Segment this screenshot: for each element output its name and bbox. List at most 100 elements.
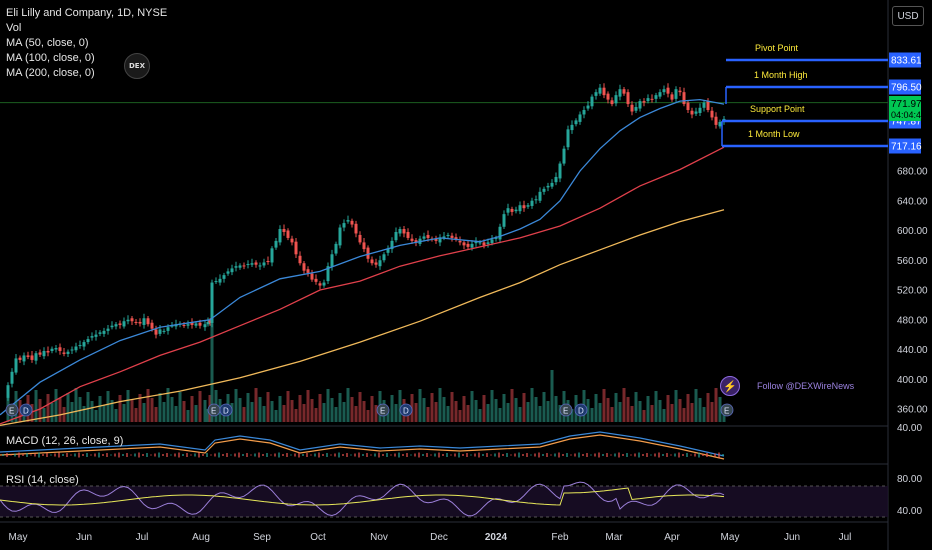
macd-histogram-bar — [206, 453, 208, 457]
volume-bar — [602, 389, 606, 422]
macd-histogram-bar — [714, 453, 716, 457]
candle-body — [698, 107, 702, 113]
level-price-tag — [889, 79, 921, 95]
candle-body — [22, 355, 26, 362]
marker-circle — [720, 403, 734, 417]
macd-histogram-bar — [442, 454, 444, 456]
volume-bar — [326, 389, 330, 422]
candle-body — [518, 205, 522, 212]
volume-bar — [346, 388, 350, 422]
macd-histogram-bar — [422, 454, 424, 456]
candle-body — [302, 263, 306, 271]
macd-histogram-bar — [478, 452, 480, 458]
macd-histogram-bar — [374, 453, 376, 457]
macd-histogram-bar — [114, 453, 116, 457]
macd-legend[interactable]: MACD (12, 26, close, 9) — [6, 435, 124, 447]
macd-histogram-bar — [522, 454, 524, 456]
indicator-ma50[interactable]: MA (50, close, 0) — [6, 37, 89, 49]
volume-bar — [138, 394, 142, 422]
macd-histogram-bar — [310, 454, 312, 456]
macd-histogram-bar — [322, 454, 324, 456]
macd-histogram-bar — [142, 454, 144, 456]
macd-histogram-bar — [198, 452, 200, 458]
candle-body — [310, 273, 314, 280]
candle-body — [498, 226, 502, 240]
macd-histogram-bar — [158, 452, 160, 458]
volume-bar — [330, 398, 334, 422]
candle-body — [414, 240, 418, 243]
macd-histogram-bar — [482, 454, 484, 456]
currency-button[interactable]: USD — [892, 6, 924, 26]
candle-body — [50, 348, 54, 351]
volume-bar — [422, 398, 426, 422]
candle-body — [98, 332, 102, 334]
lightning-icon[interactable]: ⚡ — [720, 376, 740, 396]
macd-histogram-bar — [542, 454, 544, 456]
macd-histogram-bar — [214, 453, 216, 457]
candle-body — [330, 254, 334, 267]
candle-body — [494, 237, 498, 239]
x-tick-label: Sep — [253, 532, 271, 543]
macd-histogram-bar — [6, 453, 8, 457]
candle-body — [666, 87, 670, 94]
candle-body — [82, 342, 86, 347]
macd-histogram-bar — [562, 454, 564, 456]
volume-bar — [418, 389, 422, 422]
candle-body — [338, 227, 342, 246]
macd-histogram-bar — [2, 454, 4, 456]
indicator-vol[interactable]: Vol — [6, 22, 22, 34]
macd-histogram-bar — [694, 453, 696, 457]
candle-body — [562, 148, 566, 164]
candle-body — [546, 185, 550, 188]
candle-body — [566, 129, 570, 148]
candle-body — [374, 262, 378, 265]
macd-histogram-bar — [546, 453, 548, 457]
volume-bar — [242, 407, 246, 422]
volume-bar — [698, 398, 702, 422]
candle-body — [478, 242, 482, 244]
candle-body — [106, 328, 110, 331]
macd-histogram-bar — [338, 452, 340, 458]
candle-body — [182, 324, 186, 326]
macd-histogram-bar — [402, 454, 404, 456]
volume-bar — [34, 390, 38, 422]
candle-body — [434, 238, 438, 241]
candle-body — [422, 236, 426, 239]
candle-body — [650, 98, 654, 100]
macd-histogram-bar — [350, 454, 352, 456]
macd-histogram-bar — [690, 454, 692, 456]
candle-body — [270, 248, 274, 263]
macd-histogram-bar — [266, 453, 268, 457]
x-tick-label: Aug — [192, 532, 210, 543]
macd-histogram-bar — [90, 454, 92, 456]
volume-bar — [370, 396, 374, 422]
rsi-legend[interactable]: RSI (14, close) — [6, 474, 79, 486]
candle-body — [346, 220, 350, 222]
macd-histogram-bar — [190, 454, 192, 456]
macd-histogram-bar — [314, 453, 316, 457]
indicator-ma200[interactable]: MA (200, close, 0) — [6, 67, 95, 79]
indicator-ma100[interactable]: MA (100, close, 0) — [6, 52, 95, 64]
macd-histogram-bar — [378, 452, 380, 458]
rsi-ma-line — [0, 487, 725, 506]
macd-histogram-bar — [486, 453, 488, 457]
volume-bar — [94, 410, 98, 422]
macd-histogram-bar — [630, 454, 632, 456]
candle-body — [390, 240, 394, 250]
candle-body — [6, 385, 10, 398]
volume-bar — [394, 404, 398, 422]
macd-histogram-bar — [106, 453, 108, 457]
macd-histogram-bar — [210, 454, 212, 456]
candle-body — [678, 90, 682, 93]
candle-body — [210, 282, 214, 324]
volume-bar — [82, 406, 86, 422]
volume-bar — [98, 396, 102, 422]
candle-body — [166, 327, 170, 331]
rsi-pane: 80.00 40.00 — [0, 474, 922, 518]
macd-histogram-bar — [118, 452, 120, 458]
macd-histogram-bar — [414, 453, 416, 457]
candle-body — [442, 236, 446, 238]
macd-pane: 40.00 — [0, 423, 922, 460]
